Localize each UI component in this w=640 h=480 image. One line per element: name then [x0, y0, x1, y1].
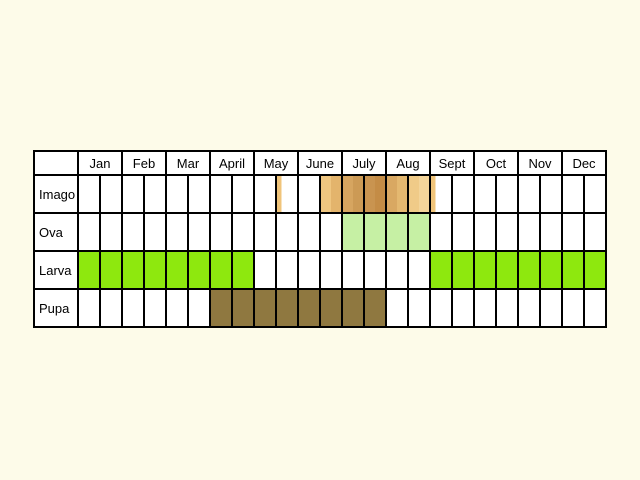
stage-bar-imago-6: [375, 175, 386, 213]
stage-bar-imago-10: [419, 175, 430, 213]
month-label-feb: Feb: [133, 156, 155, 171]
labels-layer: Jan Feb Mar April May June July Aug Sept Oct Nov De…: [39, 156, 596, 316]
stage-label-imago: Imago: [39, 187, 75, 202]
stage-label-pupa: Pupa: [39, 301, 70, 316]
month-label-sept: Sept: [439, 156, 466, 171]
month-label-may: May: [264, 156, 289, 171]
stage-bar-imago-7: [386, 175, 397, 213]
month-label-april: April: [219, 156, 245, 171]
month-label-july: July: [352, 156, 376, 171]
month-label-mar: Mar: [177, 156, 200, 171]
stage-bar-imago-8: [397, 175, 408, 213]
stage-bar-imago-11: [430, 175, 436, 213]
month-label-jan: Jan: [90, 156, 111, 171]
stage-bar-imago-1: [320, 175, 331, 213]
grid-lines-layer: [33, 150, 607, 328]
stage-bar-imago-2: [331, 175, 342, 213]
month-label-aug: Aug: [396, 156, 419, 171]
stage-bar-imago-0: [276, 175, 282, 213]
stage-bar-imago-3: [342, 175, 353, 213]
stage-label-ova: Ova: [39, 225, 64, 240]
month-label-june: June: [306, 156, 334, 171]
stage-bar-imago-5: [364, 175, 375, 213]
month-label-dec: Dec: [572, 156, 596, 171]
month-label-nov: Nov: [528, 156, 552, 171]
month-label-oct: Oct: [486, 156, 507, 171]
stage-bar-imago-9: [408, 175, 419, 213]
stage-bar-imago-4: [353, 175, 364, 213]
stage-label-larva: Larva: [39, 263, 72, 278]
